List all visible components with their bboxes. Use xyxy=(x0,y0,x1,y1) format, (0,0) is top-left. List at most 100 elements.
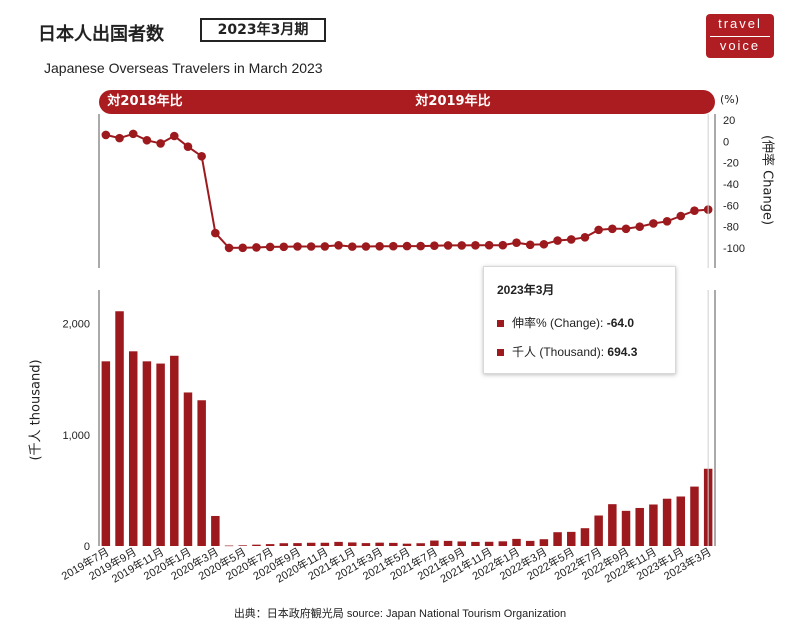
change-point xyxy=(224,243,234,253)
change-point xyxy=(621,224,631,234)
tooltip-change-label: 伸率% (Change): xyxy=(512,316,604,330)
change-point xyxy=(115,133,124,143)
change-point xyxy=(566,235,576,244)
visitor-bar xyxy=(553,532,562,546)
visitor-bar xyxy=(457,541,466,546)
visitor-bar xyxy=(238,545,247,546)
change-point xyxy=(293,242,302,251)
change-point xyxy=(512,238,521,247)
logo-line-voice: voice xyxy=(710,36,770,53)
left-tick-label: 0 xyxy=(84,541,90,553)
right-tick-label: 20 xyxy=(723,115,735,127)
change-point xyxy=(430,241,439,250)
visitor-bar xyxy=(525,540,535,546)
change-point xyxy=(649,219,658,228)
change-point xyxy=(539,239,549,249)
change-point xyxy=(320,242,330,251)
visitor-bar xyxy=(471,541,480,546)
visitor-bar xyxy=(539,539,549,546)
visitor-bar xyxy=(690,486,699,546)
change-point xyxy=(101,130,111,140)
tooltip-change-row: 伸率% (Change): -64.0 xyxy=(497,314,634,331)
change-point xyxy=(676,211,686,221)
visitor-bar xyxy=(170,355,179,546)
travelvoice-logo[interactable]: travel voice xyxy=(706,14,774,58)
right-tick-label: -20 xyxy=(723,158,739,170)
visitor-bar xyxy=(649,504,658,546)
visitor-bar xyxy=(197,400,206,546)
percent-unit-label: (%) xyxy=(720,93,740,106)
visitor-bar xyxy=(361,543,371,546)
visitor-bar xyxy=(334,541,343,546)
change-point xyxy=(608,224,617,234)
visitor-bar xyxy=(430,540,439,546)
tooltip-thousand-value: 694.3 xyxy=(607,345,638,359)
source-note: 出典：日本政府観光局 source: Japan National Touris… xyxy=(233,608,567,620)
visitor-bar xyxy=(389,542,398,546)
visitor-bar xyxy=(676,496,686,546)
period-badge: 2023年3月期 xyxy=(200,18,326,42)
data-tooltip: 2023年3月 伸率% (Change): -64.0 千人 (Thousand… xyxy=(483,266,676,374)
change-point xyxy=(252,243,261,252)
thousand-swatch-icon xyxy=(497,349,504,357)
visitor-bar xyxy=(348,542,357,546)
right-tick-label: -40 xyxy=(723,179,739,191)
visitor-bar xyxy=(635,507,644,546)
change-point xyxy=(279,242,289,252)
change-point xyxy=(498,240,508,250)
change-point xyxy=(635,222,645,231)
change-point xyxy=(334,241,343,250)
visitor-bar xyxy=(443,540,453,546)
tooltip-title: 2023年3月 xyxy=(497,283,555,297)
visitor-bar xyxy=(211,515,220,546)
visitor-bar xyxy=(567,531,576,546)
visitor-bar xyxy=(662,498,672,546)
change-point xyxy=(662,217,672,226)
visitor-bar xyxy=(183,392,193,546)
visitor-bar xyxy=(101,361,111,546)
visitor-bar xyxy=(375,542,384,546)
change-point xyxy=(553,236,562,245)
change-point xyxy=(265,242,275,252)
visitor-bar xyxy=(306,542,316,546)
visitor-bar xyxy=(265,544,275,546)
right-tick-label: -80 xyxy=(723,222,739,234)
visitor-bar xyxy=(608,504,617,546)
change-point xyxy=(484,240,494,250)
change-point xyxy=(389,241,398,251)
tooltip-change-value: -64.0 xyxy=(606,316,635,330)
visitor-bar xyxy=(416,543,425,546)
change-point xyxy=(690,206,699,215)
right-tick-label: 0 xyxy=(723,136,729,148)
change-point xyxy=(306,242,316,251)
change-point xyxy=(183,142,193,151)
visitor-bar xyxy=(402,543,412,546)
change-point xyxy=(142,135,152,145)
change-point xyxy=(457,241,467,250)
visitor-bar xyxy=(293,543,302,546)
visitor-bar xyxy=(498,541,508,546)
visitor-bar xyxy=(128,351,138,546)
page-title: 日本人出国者数 xyxy=(38,24,164,45)
change-point xyxy=(238,243,248,253)
change-swatch-icon xyxy=(497,320,504,328)
change-point xyxy=(471,241,480,250)
right-tick-label: -100 xyxy=(723,243,745,255)
change-series-line xyxy=(105,132,709,249)
visitor-bar xyxy=(156,363,165,546)
change-point xyxy=(594,225,603,235)
change-point xyxy=(156,139,165,148)
visitor-bar xyxy=(115,311,124,546)
band-vs-2019: 対2019年比 xyxy=(191,90,715,114)
change-point xyxy=(580,233,590,242)
change-point xyxy=(402,241,412,251)
change-point xyxy=(197,151,206,161)
change-point xyxy=(375,241,384,251)
logo-line-travel: travel xyxy=(718,16,762,31)
visitor-bar xyxy=(252,544,261,546)
change-point xyxy=(128,129,138,139)
tooltip-thousand-row: 千人 (Thousand): 694.3 xyxy=(497,343,637,360)
change-point xyxy=(416,241,425,251)
left-tick-label: 2,000 xyxy=(62,319,90,331)
visitor-bar xyxy=(594,515,603,546)
